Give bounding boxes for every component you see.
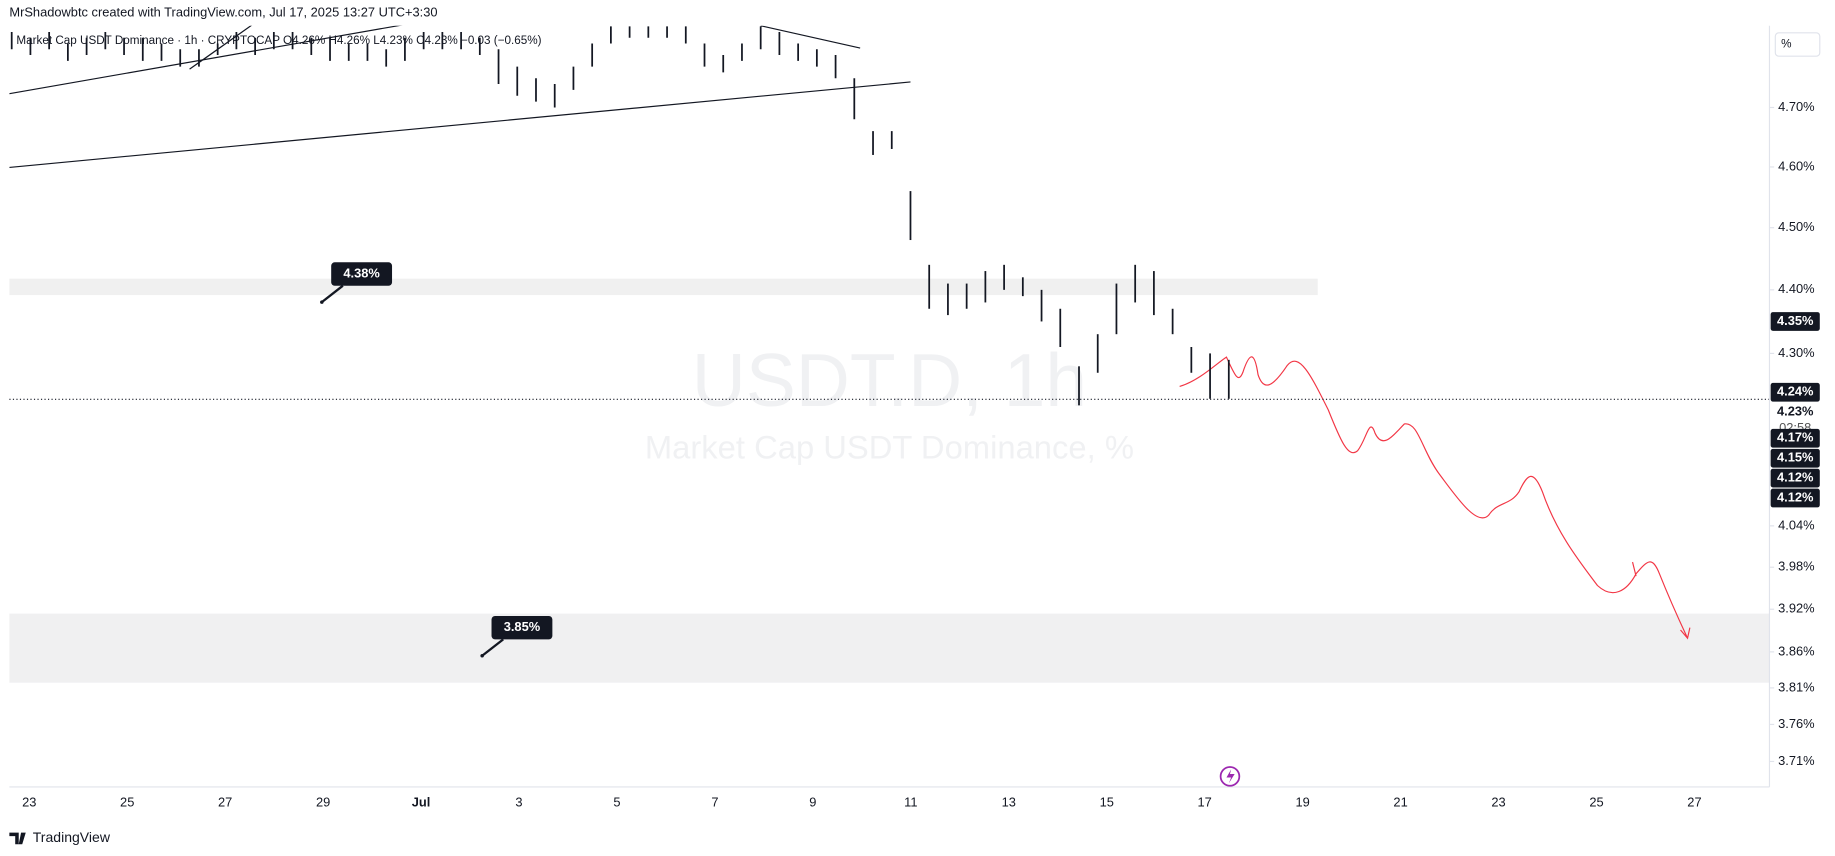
watermark-title: USDT.D, 1h	[692, 338, 1087, 422]
x-tick-label: 17	[1198, 795, 1212, 810]
callout-point	[480, 654, 484, 658]
x-tick-label: 23	[1491, 795, 1505, 810]
callout-label: 3.85%	[504, 619, 541, 634]
y-tick-label: 4.30%	[1778, 345, 1814, 360]
x-tick-label: 21	[1393, 795, 1407, 810]
x-tick-label: 3	[515, 795, 522, 810]
header: MrShadowbtc created with TradingView.com…	[9, 4, 437, 19]
callout-label: 4.38%	[343, 265, 380, 280]
callout-point	[320, 300, 324, 304]
legend: Market Cap USDT Dominance · 1h · CRYPTOC…	[16, 34, 541, 47]
x-tick-label: 19	[1295, 795, 1309, 810]
x-tick-label: 27	[218, 795, 232, 810]
x-tick-label: 11	[904, 795, 917, 810]
price-label-box	[1770, 382, 1820, 402]
zone	[9, 278, 1318, 296]
x-tick-label: 25	[120, 795, 134, 810]
price-label-box	[1770, 428, 1820, 448]
y-tick-label: 3.92%	[1778, 601, 1814, 616]
price-label-box	[1770, 312, 1820, 331]
trend-line	[760, 25, 861, 49]
y-tick-label: 3.76%	[1778, 716, 1814, 731]
footer-brand: TradingView	[33, 829, 111, 845]
x-tick-label: 15	[1100, 795, 1114, 810]
price-label-box	[1770, 468, 1820, 488]
price-label-box	[1770, 488, 1820, 508]
trend-line	[9, 25, 402, 95]
callout-box	[491, 615, 553, 640]
y-tick-label: 3.86%	[1778, 643, 1814, 658]
callout-box	[331, 262, 393, 286]
price-label: 4.12%	[1777, 470, 1814, 485]
x-tick-label: 13	[1002, 795, 1016, 810]
y-tick-label: 4.60%	[1778, 158, 1814, 173]
y-tick-label: 4.50%	[1778, 219, 1814, 234]
trend-line	[189, 25, 252, 70]
watermark-subtitle: Market Cap USDT Dominance, %	[645, 428, 1134, 465]
price-label: 4.17%	[1777, 430, 1814, 445]
unit: %	[1781, 38, 1791, 51]
x-tick-label: 27	[1687, 795, 1701, 810]
y-tick-label: 4.40%	[1778, 281, 1814, 296]
y-tick-label: 3.98%	[1778, 559, 1814, 574]
y-tick-label: 4.70%	[1778, 99, 1814, 114]
price-label: 4.12%	[1777, 489, 1814, 504]
callout-pointer	[321, 284, 344, 304]
x-tick-label: 25	[1589, 795, 1603, 810]
price-label-box	[1770, 448, 1820, 468]
pane	[9, 25, 1691, 640]
x-tick-label: 9	[809, 795, 816, 810]
trend-line	[9, 81, 911, 169]
event-icon[interactable]	[1219, 766, 1241, 787]
footer-logo	[9, 832, 26, 845]
event-icon-bolt	[1226, 769, 1235, 784]
unit-box[interactable]	[1774, 32, 1821, 57]
callout-pointer	[481, 638, 504, 657]
projection	[1179, 356, 1691, 640]
x-tick-label: Jul	[412, 795, 431, 810]
y-tick-label: 3.71%	[1778, 753, 1814, 768]
y-tick-label: 4.04%	[1778, 517, 1814, 532]
x-tick-label: 29	[316, 795, 330, 810]
price-label: 4.15%	[1777, 450, 1814, 465]
price-label: 4.23%	[1777, 404, 1814, 419]
y-tick-label: 3.81%	[1778, 679, 1814, 694]
price-label: 4.35%	[1777, 313, 1814, 328]
zone	[9, 613, 1770, 683]
price-label: 4.24%	[1777, 384, 1814, 399]
x-tick-label: 5	[613, 795, 620, 810]
x-tick-label: 23	[22, 795, 36, 810]
x-tick-label: 7	[711, 795, 718, 810]
price-label-box	[1770, 402, 1820, 422]
